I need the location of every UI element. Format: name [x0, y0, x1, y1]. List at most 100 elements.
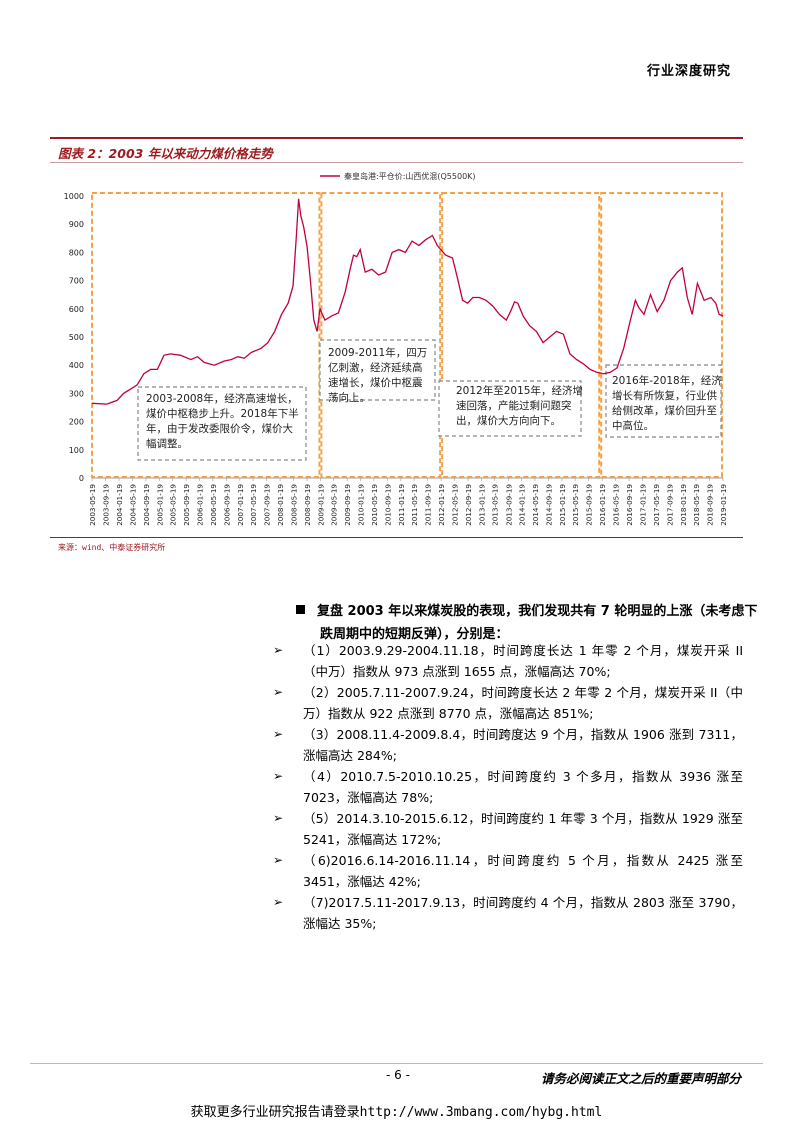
y-tick-label: 600: [69, 305, 84, 314]
x-tick-label: 2018-01-19: [679, 484, 688, 526]
period-box: [441, 192, 601, 478]
period-box: [600, 192, 723, 478]
annotation-2009-2011: 2009-2011年，四万亿刺激，经济延续高速增长，煤价中枢震荡向上。: [328, 347, 428, 404]
annotation-box: [137, 386, 307, 461]
list-item-text: （7)2017.5.11-2017.9.13，时间跨度约 4 个月，指数从 28…: [303, 895, 743, 931]
page-number: - 6 -: [386, 1068, 410, 1082]
legend-label: 秦皇岛港:平仓价:山西优混(Q5500K): [344, 171, 476, 181]
list-item-text: （4）2010.7.5-2010.10.25，时间跨度约 3 个多月，指数从 3…: [303, 769, 743, 805]
y-tick-label: 700: [69, 277, 84, 286]
x-tick-label: 2010-01-19: [357, 484, 366, 526]
x-tick-label: 2015-09-19: [585, 484, 594, 526]
figure-source: 来源：wind、中泰证券研究所: [58, 543, 166, 552]
x-tick-label: 2011-09-19: [424, 484, 433, 526]
x-tick-label: 2011-05-19: [410, 484, 419, 526]
x-tick-label: 2003-05-19: [88, 484, 97, 526]
annotation-box: [605, 364, 722, 438]
x-tick-label: 2014-09-19: [544, 484, 553, 526]
x-tick-label: 2010-09-19: [383, 484, 392, 526]
x-tick-label: 2017-05-19: [652, 484, 661, 526]
figure-title: 图表 2：2003 年以来动力煤价格走势: [58, 146, 273, 161]
x-tick-label: 2007-05-19: [249, 484, 258, 526]
x-tick-label: 2017-09-19: [665, 484, 674, 526]
x-tick-label: 2005-01-19: [155, 484, 164, 526]
x-tick-label: 2014-01-19: [518, 484, 527, 526]
x-tick-label: 2016-05-19: [612, 484, 621, 526]
list-item: ➢ （2）2005.7.11-2007.9.24，时间跨度长达 2 年零 2 个月…: [273, 682, 743, 724]
bottom-promo-link[interactable]: 获取更多行业研究报告请登录http://www.3mbang.com/hybg.…: [190, 1105, 603, 1120]
list-item: ➢ （7)2017.5.11-2017.9.13，时间跨度约 4 个月，指数从 2…: [273, 892, 743, 934]
x-tick-label: 2004-09-19: [142, 484, 151, 526]
x-tick-label: 2013-05-19: [491, 484, 500, 526]
footer-disclaimer: 请务必阅读正文之后的重要声明部分: [540, 1071, 741, 1086]
x-tick-label: 2018-05-19: [692, 484, 701, 526]
x-tick-label: 2011-01-19: [397, 484, 406, 526]
arrow-bullet-icon: ➢: [273, 769, 284, 783]
x-tick-label: 2004-01-19: [115, 484, 124, 526]
x-tick-label: 2010-05-19: [370, 484, 379, 526]
x-tick-label: 2012-09-19: [464, 484, 473, 526]
annotation-2003-2008: 2003-2008年，经济高速增长，煤价中枢稳步上升。2018年下半年，由于发改…: [146, 393, 299, 450]
list-item: ➢ （3）2008.11.4-2009.8.4，时间跨度达 9 个月，指数从 19…: [273, 724, 743, 766]
x-tick-label: 2004-05-19: [128, 484, 137, 526]
x-tick-label: 2008-05-19: [289, 484, 298, 526]
x-tick-label: 2008-09-19: [303, 484, 312, 526]
x-tick-label: 2013-09-19: [504, 484, 513, 526]
annotation-2016-2018: 2016年-2018年，经济增长有所恢复，行业供给侧改革，煤价回升至中高位。: [612, 375, 722, 432]
list-item: ➢ （5）2014.3.10-2015.6.12，时间跨度约 1 年零 3 个月，…: [273, 808, 743, 850]
bullet-square-icon: [296, 605, 305, 614]
x-tick-label: 2006-01-19: [196, 484, 205, 526]
x-tick-label: 2005-09-19: [182, 484, 191, 526]
x-tick-label: 2013-01-19: [477, 484, 486, 526]
y-tick-label: 200: [69, 418, 84, 427]
x-tick-label: 2007-01-19: [236, 484, 245, 526]
arrow-bullet-icon: ➢: [273, 685, 284, 699]
coal-price-chart: 秦皇岛港:平仓价:山西优混(Q5500K) 0 100 200 300 400 500 60…: [64, 171, 728, 526]
arrow-bullet-icon: ➢: [273, 895, 284, 909]
x-tick-label: 2007-09-19: [263, 484, 272, 526]
arrow-bullet-icon: ➢: [273, 727, 284, 741]
rally-list: ➢ （1）2003.9.29-2004.11.18，时间跨度长达 1 年零 2 个…: [273, 640, 743, 934]
x-tick-label: 2016-09-19: [625, 484, 634, 526]
annotation-box: [438, 380, 582, 437]
y-tick-label: 900: [69, 220, 84, 229]
annotation-2012-2015: 2012年至2015年，经济增速回落，产能过剩问题突出，煤价大方向向下。: [456, 385, 583, 427]
arrow-bullet-icon: ➢: [273, 643, 284, 657]
y-tick-label: 0: [79, 474, 84, 483]
list-item-text: （2）2005.7.11-2007.9.24，时间跨度长达 2 年零 2 个月，…: [303, 685, 743, 721]
y-tick-label: 1000: [64, 192, 84, 201]
x-tick-label: 2009-09-19: [343, 484, 352, 526]
period-box: [320, 192, 442, 478]
x-tick-label: 2012-05-19: [450, 484, 459, 526]
x-tick-label: 2015-05-19: [571, 484, 580, 526]
header-label: 行业深度研究: [646, 64, 731, 79]
list-item-text: （3）2008.11.4-2009.8.4，时间跨度达 9 个月，指数从 190…: [303, 727, 743, 763]
x-tick-label: 2014-05-19: [531, 484, 540, 526]
list-item-text: （5）2014.3.10-2015.6.12，时间跨度约 1 年零 3 个月，指…: [303, 811, 743, 847]
annotation-box: [319, 339, 436, 401]
x-tick-label: 2009-01-19: [316, 484, 325, 526]
x-tick-label: 2005-05-19: [169, 484, 178, 526]
y-tick-label: 300: [69, 389, 84, 398]
source-divider: [50, 537, 743, 538]
body-lead-text: 复盘 2003 年以来煤炭股的表现，我们发现共有 7 轮明显的上涨（未考虑下跌周…: [317, 604, 758, 642]
list-item: ➢ （1）2003.9.29-2004.11.18，时间跨度长达 1 年零 2 个…: [273, 640, 743, 682]
series-line: [91, 198, 724, 405]
y-tick-label: 500: [69, 333, 84, 342]
x-tick-label: 2019-01-19: [719, 484, 728, 526]
arrow-bullet-icon: ➢: [273, 853, 284, 867]
list-item-text: （1）2003.9.29-2004.11.18，时间跨度长达 1 年零 2 个月…: [303, 643, 743, 679]
x-tick-label: 2003-09-19: [102, 484, 111, 526]
list-item: ➢ （6)2016.6.14-2016.11.14，时间跨度约 5 个月，指数从 …: [273, 850, 743, 892]
arrow-bullet-icon: ➢: [273, 811, 284, 825]
x-tick-label: 2012-01-19: [437, 484, 446, 526]
period-box: [91, 192, 321, 478]
x-tick-label: 2008-01-19: [276, 484, 285, 526]
y-tick-label: 800: [69, 248, 84, 257]
figure-title-bar: [50, 137, 743, 167]
footer-divider: [30, 1063, 763, 1064]
x-tick-label: 2017-01-19: [639, 484, 648, 526]
x-tick-label: 2015-01-19: [558, 484, 567, 526]
list-item-text: （6)2016.6.14-2016.11.14，时间跨度约 5 个月，指数从 2…: [303, 853, 743, 889]
y-tick-label: 400: [69, 361, 84, 370]
